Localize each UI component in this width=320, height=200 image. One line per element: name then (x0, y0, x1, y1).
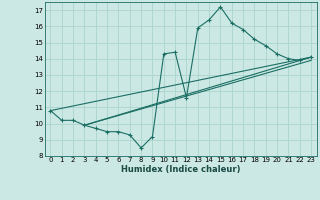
X-axis label: Humidex (Indice chaleur): Humidex (Indice chaleur) (121, 165, 241, 174)
